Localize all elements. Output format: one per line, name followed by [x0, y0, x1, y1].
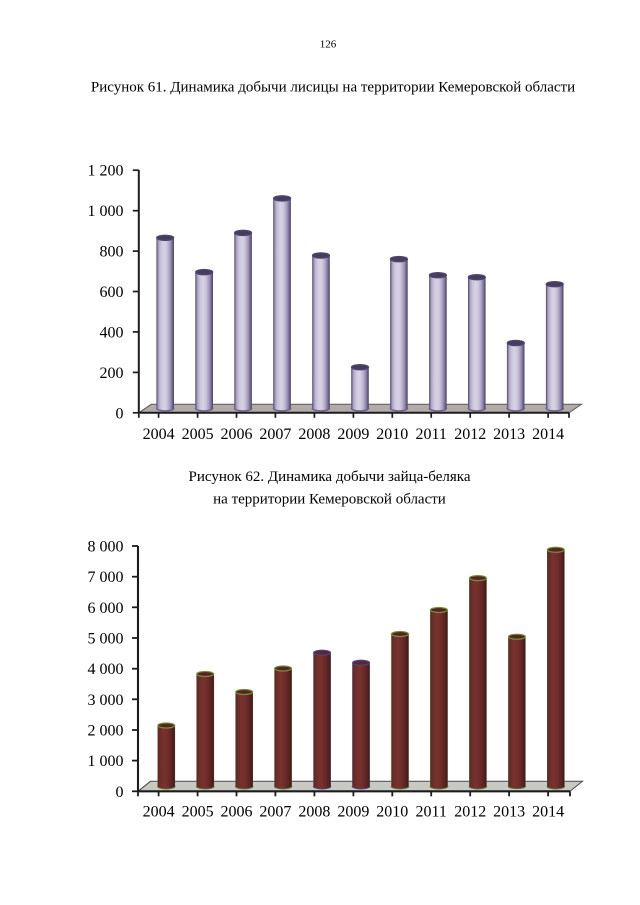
svg-text:2013: 2013 — [493, 426, 525, 443]
svg-text:2014: 2014 — [532, 804, 564, 821]
svg-text:8 000: 8 000 — [88, 539, 124, 556]
svg-text:2009: 2009 — [337, 804, 369, 821]
svg-text:7 000: 7 000 — [88, 569, 124, 586]
svg-text:2014: 2014 — [532, 426, 564, 443]
svg-text:1 000: 1 000 — [88, 753, 124, 770]
svg-text:Рисунок 61. Динамика добычи ли: Рисунок 61. Динамика добычи лисицы на те… — [91, 80, 575, 96]
svg-text:1 200: 1 200 — [88, 163, 124, 180]
svg-text:на территории Кемеровской обла: на территории Кемеровской области — [213, 491, 446, 507]
svg-text:2 000: 2 000 — [88, 723, 124, 740]
svg-text:2008: 2008 — [298, 804, 330, 821]
svg-text:2006: 2006 — [221, 426, 253, 443]
svg-text:2012: 2012 — [454, 804, 486, 821]
svg-text:2007: 2007 — [259, 804, 291, 821]
svg-text:Рисунок 62. Динамика добычи за: Рисунок 62. Динамика добычи зайца-беляка — [189, 469, 471, 485]
svg-text:200: 200 — [100, 365, 124, 382]
svg-text:0: 0 — [116, 405, 124, 422]
svg-text:2008: 2008 — [298, 426, 330, 443]
svg-text:800: 800 — [100, 244, 124, 261]
svg-text:4 000: 4 000 — [88, 661, 124, 678]
svg-text:2004: 2004 — [143, 426, 175, 443]
svg-text:2013: 2013 — [493, 804, 525, 821]
svg-text:2005: 2005 — [182, 426, 214, 443]
svg-text:6 000: 6 000 — [88, 600, 124, 617]
svg-text:400: 400 — [100, 324, 124, 341]
svg-text:2010: 2010 — [376, 804, 408, 821]
svg-text:1 000: 1 000 — [88, 203, 124, 220]
svg-text:2011: 2011 — [415, 426, 446, 443]
svg-text:2006: 2006 — [221, 804, 253, 821]
svg-text:2004: 2004 — [143, 804, 175, 821]
svg-text:0: 0 — [116, 784, 124, 801]
svg-text:2010: 2010 — [376, 426, 408, 443]
svg-text:2007: 2007 — [259, 426, 291, 443]
svg-text:126: 126 — [320, 39, 337, 51]
svg-text:5 000: 5 000 — [88, 631, 124, 648]
svg-text:3 000: 3 000 — [88, 692, 124, 709]
svg-text:2011: 2011 — [415, 804, 446, 821]
svg-text:2009: 2009 — [337, 426, 369, 443]
svg-text:600: 600 — [100, 284, 124, 301]
svg-text:2012: 2012 — [454, 426, 486, 443]
svg-text:2005: 2005 — [182, 804, 214, 821]
